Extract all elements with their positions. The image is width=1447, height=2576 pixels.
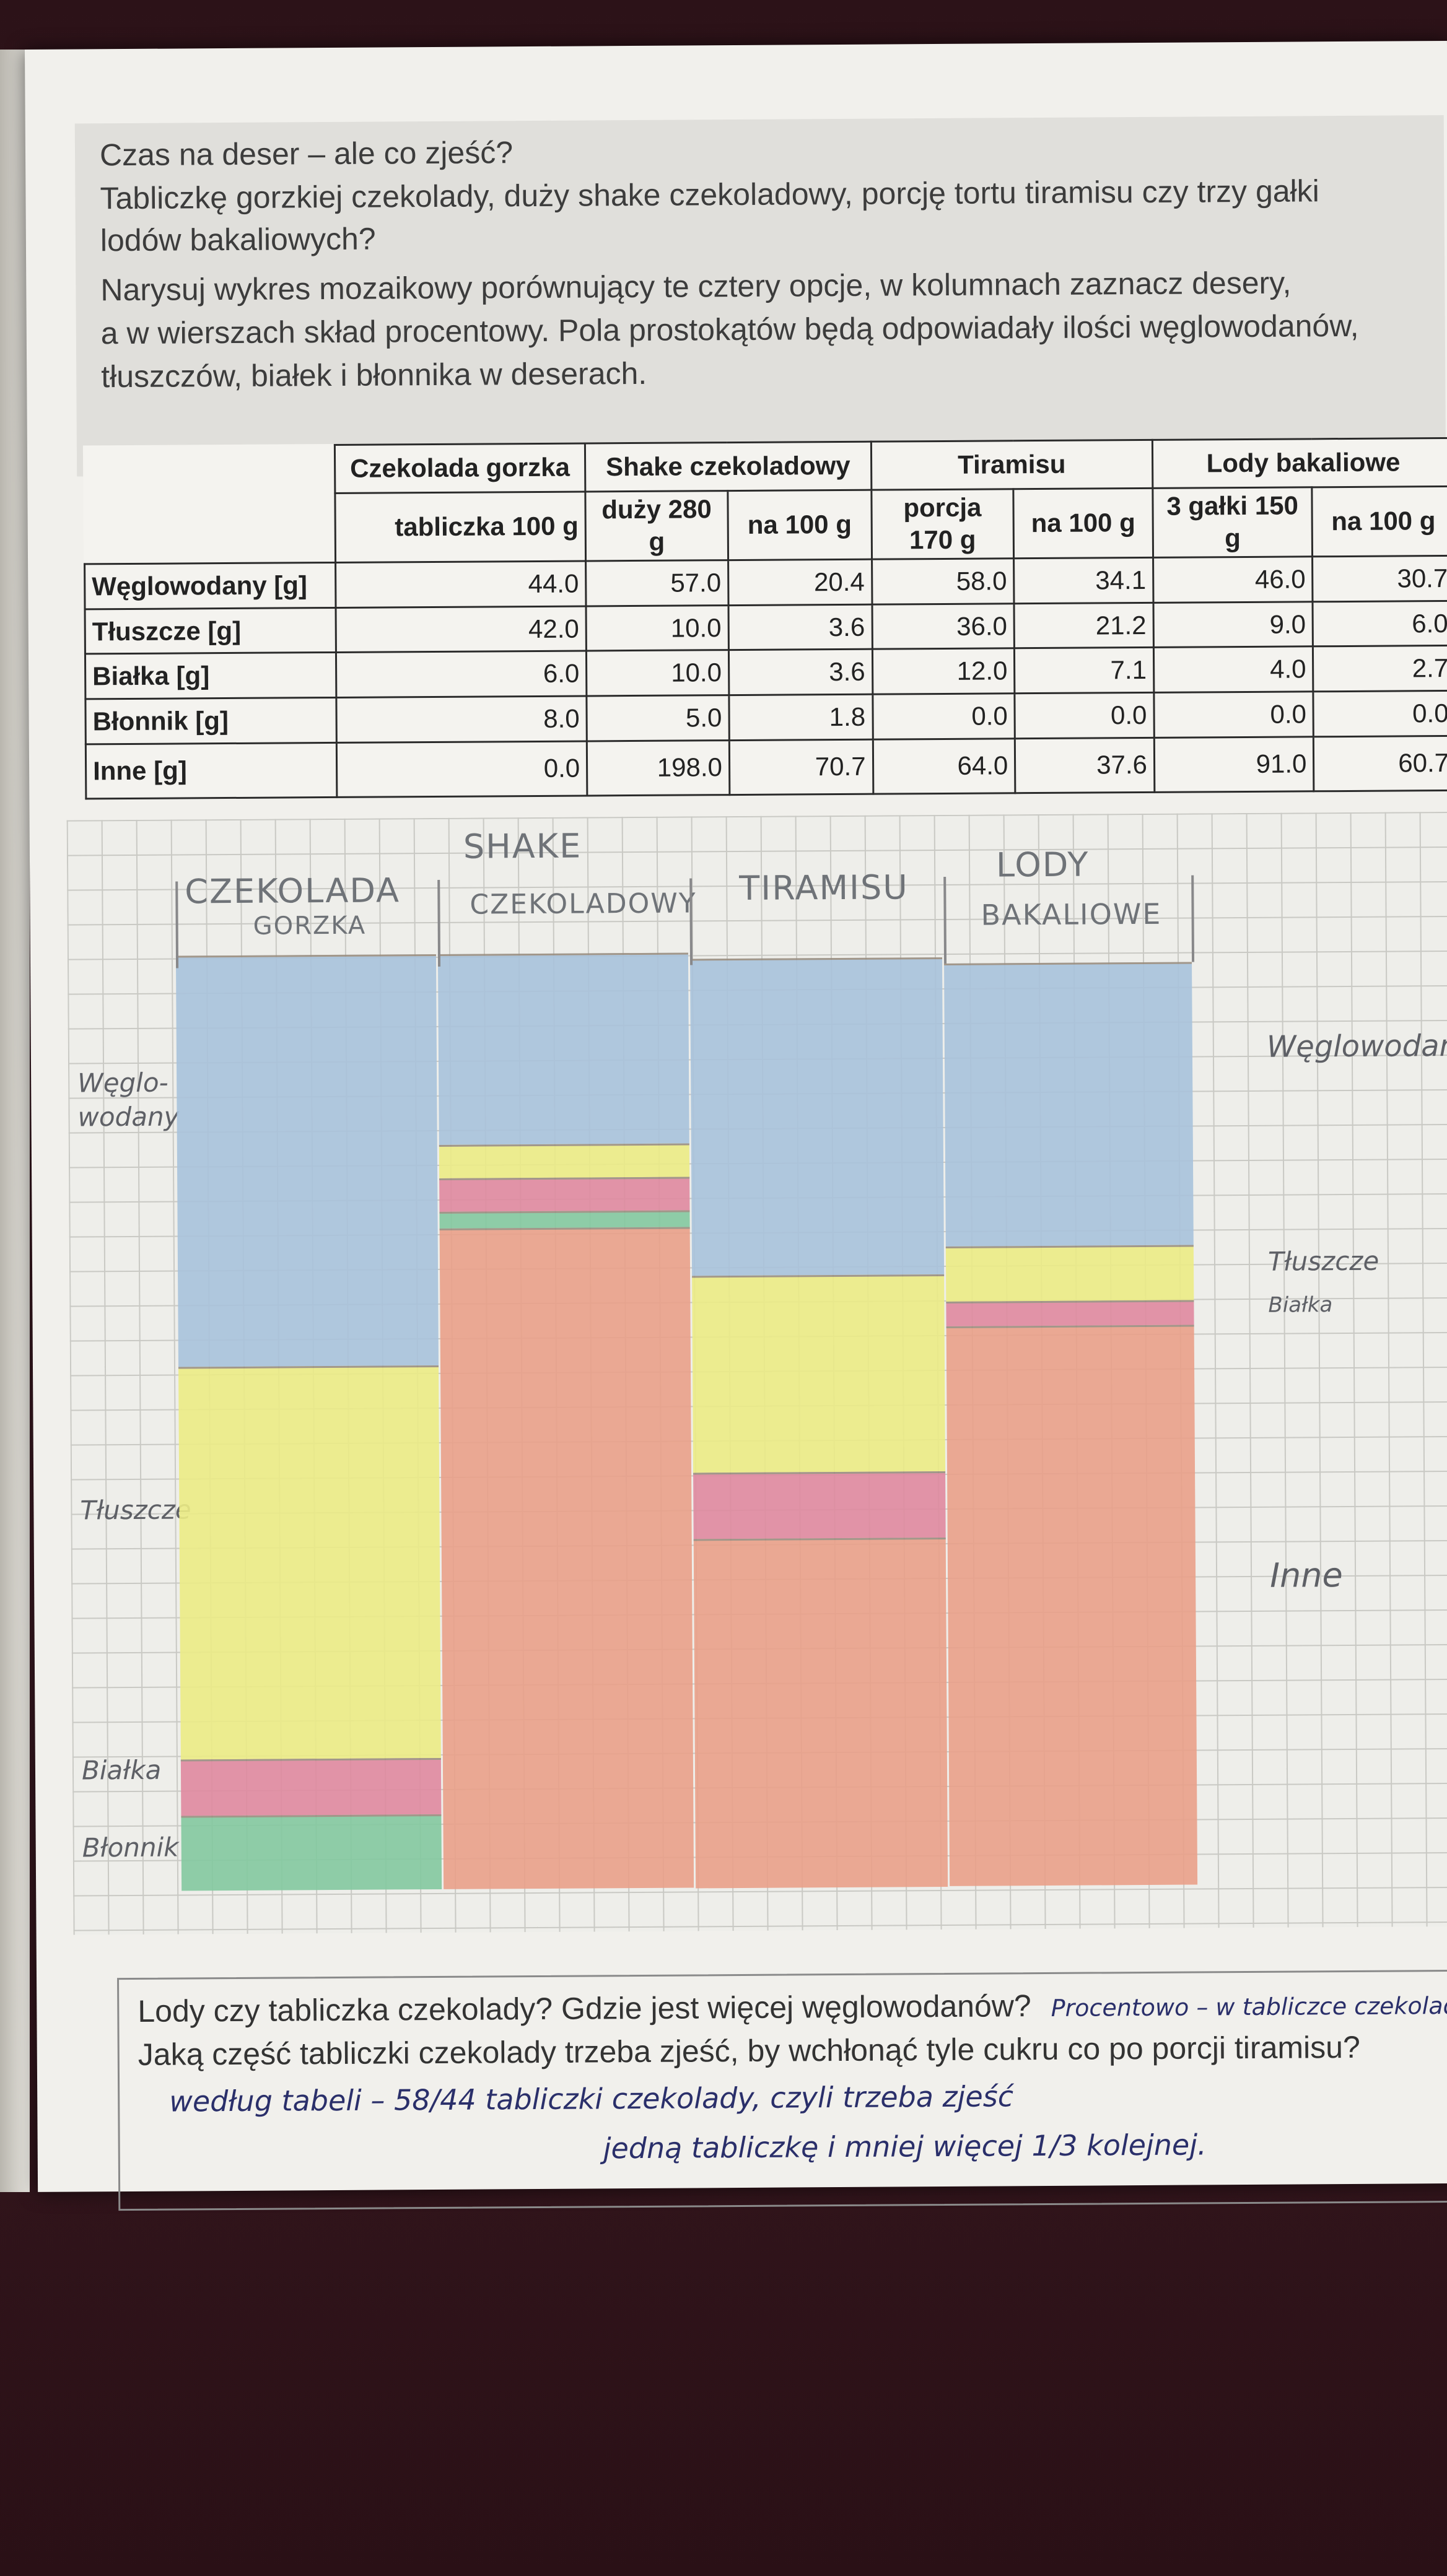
mosaic-segment-fiber — [439, 1210, 690, 1229]
table-cell: 0.0 — [1015, 692, 1155, 739]
table-cell: 57.0 — [585, 560, 728, 606]
table-cell: 37.6 — [1015, 738, 1155, 793]
table-cell: 6.0 — [336, 651, 587, 698]
table-row: Błonnik [g] 8.0 5.0 1.8 0.0 0.0 0.0 0.0 — [85, 690, 1447, 744]
table-cell: 12.0 — [872, 648, 1015, 695]
mosaic-segment-carbs — [175, 954, 439, 1367]
table-cell: 10.0 — [586, 605, 729, 651]
table-cell: 91.0 — [1154, 736, 1314, 793]
table-cell: 20.4 — [728, 559, 872, 606]
answer-line-2: jedną tabliczkę i mniej więcej 1/3 kolej… — [603, 2128, 1207, 2165]
answer-line-1: według tabeli – 58/44 tabliczki czekolad… — [169, 2079, 1014, 2118]
table-cell: 10.0 — [586, 650, 729, 696]
header-shake: Shake czekoladowy — [585, 442, 872, 492]
row-label: Białka [g] — [85, 652, 336, 699]
mosaic-segment-other — [946, 1325, 1198, 1886]
mosaic-segment-carbs — [689, 957, 945, 1276]
mosaic-segment-fat — [945, 1245, 1194, 1302]
subheader-shake-large: duży 280 g — [585, 490, 728, 561]
column-divider — [1191, 875, 1195, 962]
table-cell: 34.1 — [1013, 557, 1153, 604]
table-cell: 64.0 — [872, 738, 1016, 794]
prompt-line-6: tłuszczów, białek i błonnika w deserach. — [101, 355, 647, 394]
table-cell: 0.0 — [1153, 691, 1314, 738]
row-label: Węglowodany [g] — [84, 562, 336, 609]
table-cell: 21.2 — [1014, 603, 1154, 649]
prompt-line-1: Czas na deser – ale co zjeść? — [99, 135, 514, 173]
mosaic-segment-fiber — [181, 1814, 442, 1891]
question-box: Lody czy tabliczka czekolady? Gdzie jest… — [117, 1969, 1447, 2211]
mosaic-segment-fat — [692, 1274, 946, 1473]
prompt-line-4: Narysuj wykres mozaikowy porównujący te … — [100, 265, 1292, 308]
subheader-ice-cream-100g: na 100 g — [1312, 486, 1447, 557]
prompt-line-2: Tabliczkę gorzkiej czekolady, duży shake… — [100, 173, 1319, 216]
table-row: Inne [g] 0.0 198.0 70.7 64.0 37.6 91.0 60.7 — [85, 736, 1447, 799]
table-cell: 60.7 — [1313, 736, 1447, 791]
column-divider — [689, 878, 693, 965]
mosaic-chart-area: SHAKE CZEKOLADA GORZKA CZEKOLADOWY TIRAM… — [66, 811, 1447, 1935]
task-prompt: Czas na deser – ale co zjeść? Tabliczkę … — [74, 115, 1446, 477]
table-cell: 42.0 — [335, 606, 587, 653]
table-cell: 70.7 — [729, 739, 873, 795]
header-chocolate: Czekolada gorzka — [334, 443, 585, 494]
table-cell: 0.0 — [336, 741, 587, 798]
column-divider — [943, 876, 947, 964]
table-cell: 5.0 — [586, 695, 730, 741]
nutrition-table: Czekolada gorzka Shake czekoladowy Tiram… — [82, 437, 1447, 800]
table-cell: 36.0 — [872, 603, 1015, 650]
mosaic-segment-protein — [439, 1177, 690, 1212]
table-cell: 0.0 — [1313, 690, 1447, 737]
table-body: Węglowodany [g] 44.0 57.0 20.4 58.0 34.1 46.0 3… — [84, 555, 1447, 799]
question-line-2: Jaką część tabliczki czekolady trzeba zj… — [138, 2029, 1360, 2072]
question-1-text: Lody czy tabliczka czekolady? Gdzie jest… — [138, 1988, 1031, 2029]
prompt-line-5: a w wierszach skład procentowy. Pola pro… — [100, 308, 1359, 351]
table-cell: 9.0 — [1153, 601, 1313, 648]
subheader-tiramisu-100g: na 100 g — [1013, 488, 1153, 559]
table-cell: 4.0 — [1153, 646, 1314, 693]
header-tiramisu: Tiramisu — [870, 440, 1153, 490]
mosaic-segment-carbs — [944, 962, 1194, 1247]
table-cell: 1.8 — [728, 694, 873, 741]
table-cell: 7.1 — [1014, 647, 1154, 694]
column-divider — [175, 881, 179, 968]
book-gutter — [0, 50, 30, 2192]
table-cell: 30.7 — [1312, 555, 1447, 602]
table-cell: 0.0 — [872, 693, 1015, 739]
table-cell: 44.0 — [335, 560, 587, 608]
table-cell: 8.0 — [336, 695, 587, 743]
mosaic-segment-protein — [180, 1757, 442, 1816]
textbook-page: Czas na deser – ale co zjeść? Tabliczkę … — [25, 40, 1447, 2211]
subheader-tiramisu-portion: porcja 170 g — [871, 489, 1014, 560]
header-ice-cream: Lody bakaliowe — [1152, 438, 1447, 489]
table-cell: 3.6 — [728, 649, 873, 695]
subheader-chocolate-bar: tabliczka 100 g — [334, 491, 586, 563]
table-row: Tłuszcze [g] 42.0 10.0 3.6 36.0 21.2 9.0 6.0 — [85, 601, 1447, 655]
mosaic-segment-other — [439, 1227, 694, 1889]
table-cell: 46.0 — [1153, 556, 1313, 603]
mosaic-segment-protein — [946, 1300, 1194, 1326]
table-row: Białka [g] 6.0 10.0 3.6 12.0 7.1 4.0 2.7 — [85, 645, 1447, 699]
table-cell: 2.7 — [1313, 645, 1447, 692]
table-cell: 58.0 — [872, 558, 1015, 604]
table-cell: 3.6 — [728, 604, 872, 650]
mosaic-segment-fat — [178, 1365, 441, 1760]
table-cell: 6.0 — [1313, 601, 1447, 647]
question-1-answer: Procentowo – w tabliczce czekolady — [1051, 1991, 1447, 2022]
table-corner — [84, 445, 335, 564]
question-line-1: Lody czy tabliczka czekolady? Gdzie jest… — [138, 1985, 1447, 2029]
column-divider — [437, 879, 441, 967]
mosaic-columns — [67, 812, 1447, 1935]
row-label: Inne [g] — [85, 742, 337, 799]
row-label: Tłuszcze [g] — [85, 607, 336, 655]
subheader-ice-cream-scoops: 3 gałki 150 g — [1152, 487, 1313, 558]
mosaic-segment-carbs — [437, 952, 689, 1145]
mosaic-segment-other — [693, 1537, 948, 1889]
table-row: Węglowodany [g] 44.0 57.0 20.4 58.0 34.1 46.0 3… — [84, 555, 1447, 609]
prompt-line-3: lodów bakaliowych? — [100, 221, 376, 258]
mosaic-segment-protein — [693, 1471, 946, 1539]
mosaic-segment-fat — [439, 1143, 690, 1178]
table-cell: 198.0 — [587, 740, 730, 796]
row-label: Błonnik [g] — [85, 697, 337, 744]
subheader-shake-100g: na 100 g — [727, 490, 872, 560]
